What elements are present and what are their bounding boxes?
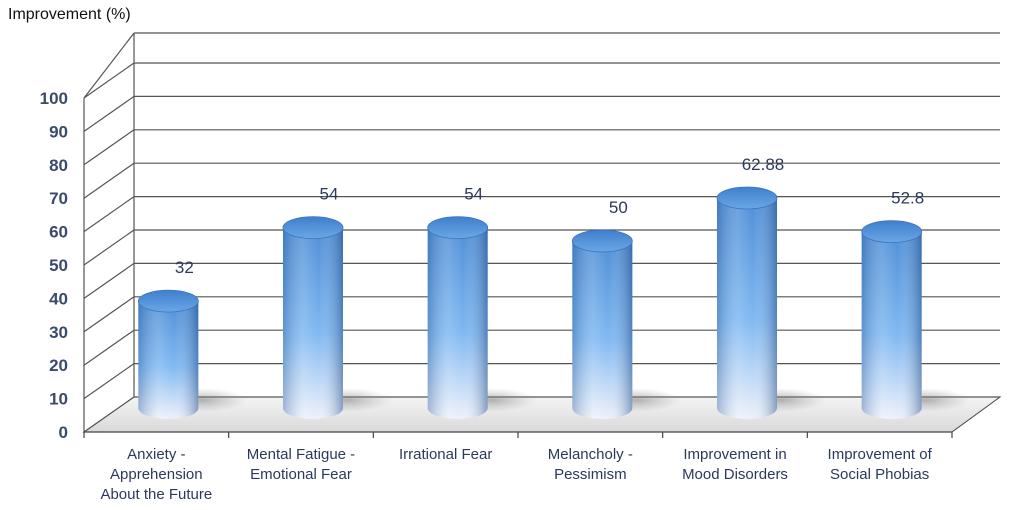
chart-title: Improvement (%) (8, 6, 131, 23)
category-label: Irrational Fear (399, 446, 492, 463)
category-label: Mental Fatigue -Emotional Fear (247, 446, 355, 483)
y-tick-label: 90 (49, 122, 68, 141)
bar-top-cap (137, 289, 199, 313)
bar-top-cap (861, 220, 923, 244)
bar-body-shade (861, 231, 922, 420)
category-label: Improvement of Social Phobias (828, 446, 933, 483)
y-tick-label: 30 (49, 323, 68, 342)
y-tick-label: 40 (49, 289, 68, 308)
bar (861, 220, 971, 420)
bar-body-shade (572, 241, 633, 420)
gridline-side (83, 196, 135, 233)
gridline-side (83, 162, 135, 199)
bar (716, 186, 826, 419)
y-tick-label: 10 (49, 390, 68, 409)
category-label: Improvement in Mood Disorders (682, 446, 788, 483)
bar (427, 216, 537, 420)
gridline-side (83, 62, 135, 99)
gridline-side (83, 229, 135, 266)
gridline-side (83, 95, 135, 132)
bar (137, 289, 248, 420)
gridline-side (83, 396, 135, 433)
bar-top-cap (571, 229, 633, 253)
bar-top-cap (282, 216, 344, 240)
bar-body-shade (427, 227, 488, 420)
gridline-side (83, 262, 135, 299)
data-label: 54 (464, 185, 483, 204)
bar-body-shade (283, 227, 343, 419)
category-label: Anxiety -Apprehension About the Future (100, 446, 212, 503)
data-label: 54 (320, 185, 339, 204)
gridline-side (83, 129, 135, 166)
data-label: 62.88 (742, 155, 785, 174)
data-label: 50 (609, 198, 628, 217)
y-tick-label: 60 (49, 223, 68, 242)
category-label: Melancholy -Pessimism (548, 446, 633, 483)
y-tick-label: 50 (49, 256, 68, 275)
gridline-side (83, 363, 135, 400)
gridline-side (83, 329, 135, 366)
bar-body-shade (717, 197, 777, 419)
y-tick-label: 70 (49, 189, 68, 208)
bar-top-cap (427, 216, 489, 240)
gridline-side (83, 32, 135, 99)
bar (282, 216, 392, 419)
y-tick-label: 0 (59, 423, 68, 442)
y-tick-label: 20 (49, 356, 68, 375)
y-tick-label: 80 (49, 156, 68, 175)
data-label: 32 (175, 258, 194, 277)
bar-body-shade (138, 301, 199, 420)
bar-top-cap (716, 186, 778, 210)
y-tick-label: 100 (40, 89, 68, 108)
gridline-side (83, 296, 135, 333)
data-label: 52.8 (891, 189, 924, 208)
bar (571, 229, 682, 420)
